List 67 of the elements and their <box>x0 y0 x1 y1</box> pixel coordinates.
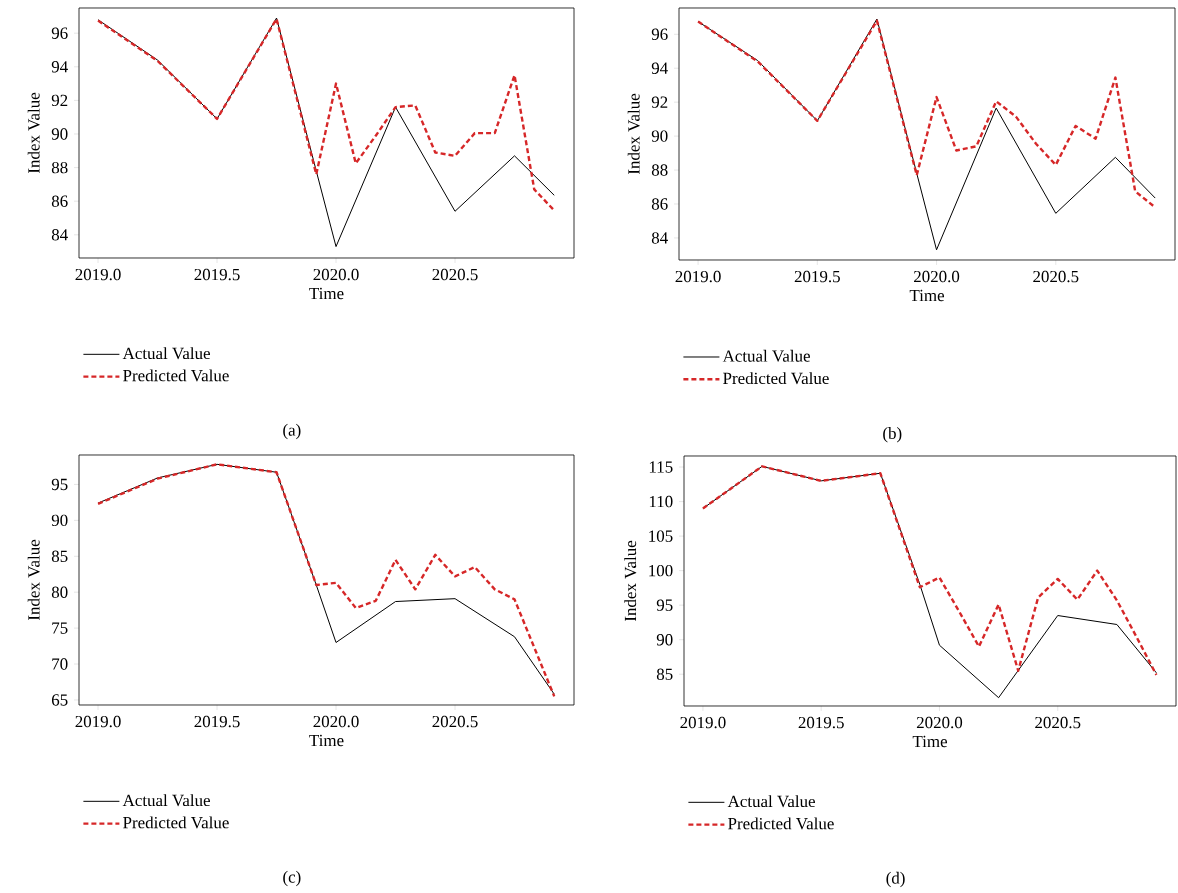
y-tick-label: 90 <box>51 128 68 140</box>
y-axis-title: Index Value <box>627 93 640 175</box>
x-axis-title: Time <box>912 735 948 748</box>
y-tick-label: 95 <box>51 478 68 491</box>
y-axis-title: Index Value <box>27 92 40 174</box>
y-tick-label: 92 <box>651 96 668 108</box>
y-tick-label: 90 <box>51 514 68 527</box>
text: (d) <box>886 871 905 888</box>
y-tick-label: 100 <box>649 564 673 577</box>
line-series <box>96 17 556 212</box>
legend-label: Actual Value <box>722 349 810 362</box>
x-tick-label: 2020.0 <box>914 270 960 283</box>
y-tick-label: 115 <box>649 461 673 473</box>
legend-label: Actual Value <box>122 347 210 360</box>
line-series <box>696 19 1157 209</box>
x-tick-label: 2020.5 <box>432 268 478 281</box>
y-tick-label: 86 <box>651 198 668 210</box>
y-tick-label: 65 <box>51 694 68 706</box>
y-tick-label: 88 <box>651 164 668 176</box>
x-axis-title: Time <box>909 289 945 302</box>
y-tick-label: 85 <box>656 668 673 681</box>
x-tick-label: 2019.5 <box>798 716 844 729</box>
y-tick-label: 110 <box>649 495 673 508</box>
y-tick-label: 105 <box>649 530 673 542</box>
legend-label: Predicted Value <box>723 372 829 385</box>
y-tick-label: 75 <box>52 622 68 634</box>
y-tick-label: 70 <box>52 658 68 670</box>
x-tick-label: 2020.0 <box>313 268 359 281</box>
x-axis-title: Time <box>309 287 344 300</box>
x-tick-label: 2020.0 <box>313 715 359 728</box>
legend-label: Predicted Value <box>123 816 229 829</box>
x-tick-label: 2019.0 <box>75 268 121 281</box>
y-tick-label: 90 <box>651 130 668 142</box>
y-tick-label: 84 <box>51 229 68 241</box>
y-tick-label: 88 <box>51 161 68 174</box>
y-tick-label: 80 <box>51 586 68 598</box>
y-tick-label: 85 <box>51 550 68 563</box>
y-tick-label: 94 <box>651 62 668 74</box>
x-tick-label: 2019.5 <box>194 715 240 728</box>
y-tick-label: 90 <box>656 634 673 646</box>
x-axis-title: Time <box>309 734 344 747</box>
y-axis-title: Index Value <box>27 539 40 621</box>
x-tick-label: 2020.0 <box>916 716 963 729</box>
legend-label: Predicted Value <box>123 369 229 382</box>
y-tick-label: 84 <box>651 232 668 244</box>
y-tick-label: 96 <box>51 27 68 39</box>
text: (c) <box>283 870 301 887</box>
y-axis-title: Index Value <box>624 540 637 622</box>
x-tick-label: 2020.5 <box>1033 270 1079 283</box>
legend-label: Predicted Value <box>728 817 834 830</box>
y-tick-label: 86 <box>51 195 68 207</box>
y-tick-label: 96 <box>651 28 668 41</box>
y-tick-label: 95 <box>656 599 673 611</box>
x-tick-label: 2019.5 <box>794 270 840 283</box>
x-tick-label: 2020.5 <box>1035 716 1081 729</box>
line-series <box>97 17 555 248</box>
text: (a) <box>283 423 301 440</box>
y-tick-label: 92 <box>51 94 68 107</box>
x-tick-label: 2019.0 <box>75 715 121 728</box>
legend-label: Actual Value <box>727 795 815 808</box>
y-tick-label: 94 <box>51 61 68 73</box>
legend-label: Actual Value <box>122 794 210 807</box>
x-tick-label: 2020.5 <box>432 715 478 728</box>
x-tick-label: 2019.5 <box>194 268 240 281</box>
x-tick-label: 2019.0 <box>675 270 721 283</box>
x-tick-label: 2019.0 <box>680 716 726 729</box>
text: (b) <box>883 427 902 443</box>
